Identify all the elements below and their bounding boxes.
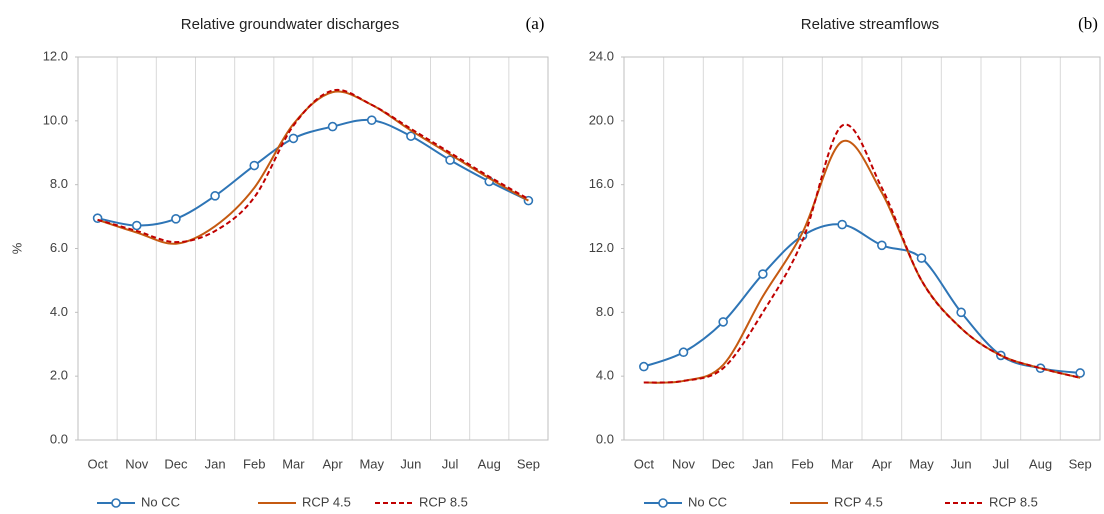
y-tick-label: 0.0 <box>50 431 68 446</box>
y-tick-label: 24.0 <box>589 48 614 63</box>
x-tick-label: Dec <box>712 456 736 471</box>
chart-title: Relative groundwater discharges <box>181 16 399 33</box>
panel-label: (b) <box>1078 14 1098 33</box>
x-tick-label: Aug <box>478 456 501 471</box>
data-point <box>678 347 689 358</box>
x-tick-label: Mar <box>831 456 854 471</box>
legend-marker <box>111 498 121 508</box>
y-tick-label: 20.0 <box>589 112 614 127</box>
data-point <box>956 307 966 318</box>
x-tick-label: Apr <box>322 456 343 471</box>
data-point <box>249 160 260 171</box>
x-tick-label: Feb <box>791 456 813 471</box>
y-tick-label: 8.0 <box>596 304 614 319</box>
data-point <box>1075 368 1085 378</box>
x-tick-label: Jan <box>752 456 773 471</box>
data-point <box>171 214 181 224</box>
y-tick-label: 16.0 <box>589 176 614 191</box>
y-tick-label: 8.0 <box>50 176 68 191</box>
y-tick-label: 2.0 <box>50 368 68 383</box>
x-tick-label: Jun <box>951 456 972 471</box>
data-point <box>718 317 728 327</box>
legend-label: RCP 4.5 <box>302 494 351 509</box>
x-tick-label: Mar <box>282 456 305 471</box>
legend-label: RCP 8.5 <box>989 494 1038 509</box>
x-tick-label: Nov <box>672 456 696 471</box>
data-point <box>837 219 847 230</box>
x-tick-label: Jun <box>400 456 421 471</box>
data-point <box>445 155 455 165</box>
legend-label: No CC <box>141 494 180 509</box>
legend-label: No CC <box>688 494 727 509</box>
data-point <box>131 220 142 231</box>
data-point <box>406 131 416 141</box>
y-tick-label: 4.0 <box>596 368 614 383</box>
y-tick-label: 12.0 <box>589 240 614 255</box>
y-tick-label: 12.0 <box>43 48 68 63</box>
x-tick-label: Sep <box>517 456 540 471</box>
x-tick-label: Dec <box>164 456 188 471</box>
y-tick-label: 0.0 <box>596 431 614 446</box>
x-tick-label: Jan <box>205 456 226 471</box>
series-line <box>643 123 1081 384</box>
data-point <box>639 361 649 372</box>
legend-label: RCP 8.5 <box>419 494 468 509</box>
x-tick-label: Aug <box>1029 456 1052 471</box>
data-point <box>327 121 338 132</box>
data-point <box>288 133 299 144</box>
data-point <box>210 191 220 201</box>
y-tick-label: 4.0 <box>50 304 68 319</box>
x-tick-label: Jul <box>993 456 1010 471</box>
data-point <box>366 115 377 125</box>
x-tick-label: Nov <box>125 456 149 471</box>
y-tick-label: 6.0 <box>50 240 68 255</box>
x-tick-label: May <box>359 456 384 471</box>
x-tick-label: Apr <box>872 456 893 471</box>
data-point <box>758 269 768 279</box>
y-tick-label: 10.0 <box>43 112 68 127</box>
x-tick-label: Jul <box>442 456 459 471</box>
legend-marker <box>658 498 668 508</box>
x-tick-label: Sep <box>1069 456 1092 471</box>
panel-label: (a) <box>526 14 545 33</box>
x-tick-label: May <box>909 456 934 471</box>
x-tick-label: Feb <box>243 456 265 471</box>
x-tick-label: Oct <box>634 456 655 471</box>
legend-label: RCP 4.5 <box>834 494 883 509</box>
y-axis-label: % <box>9 242 24 254</box>
data-point <box>877 240 887 251</box>
chart-title: Relative streamflows <box>801 16 939 33</box>
x-tick-label: Oct <box>87 456 108 471</box>
data-point <box>916 253 927 263</box>
